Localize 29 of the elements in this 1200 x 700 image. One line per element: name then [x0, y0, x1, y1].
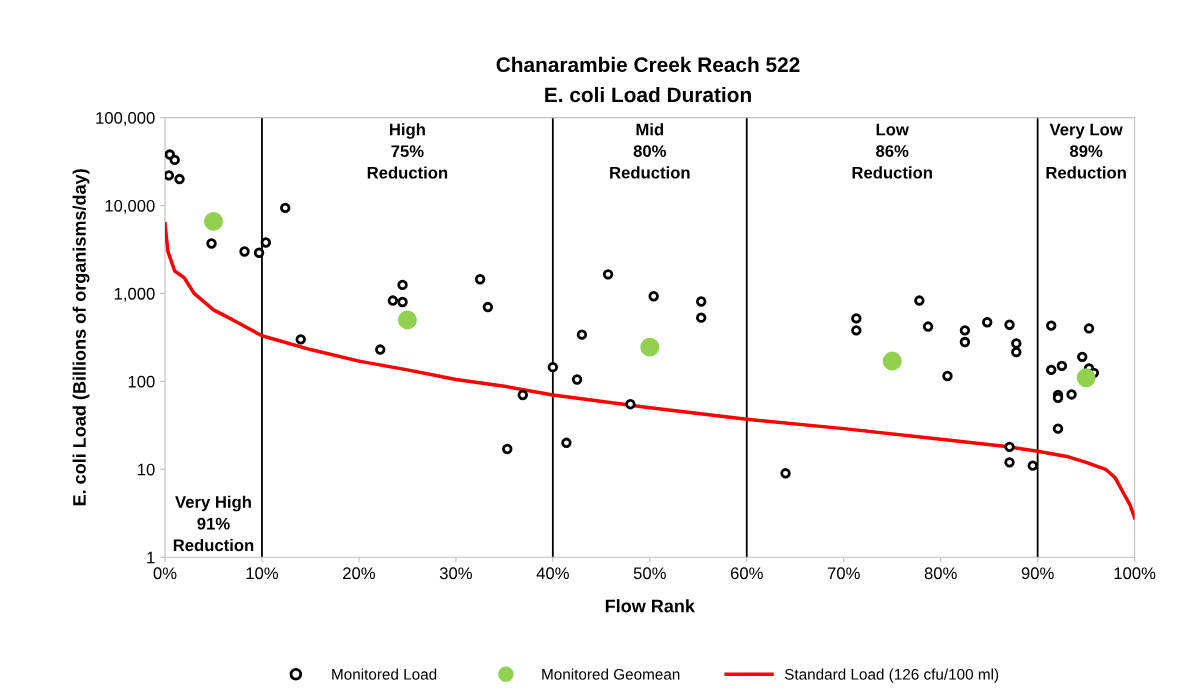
x-tick-label: 100%: [1114, 567, 1156, 580]
x-tick-label: 50%: [633, 567, 666, 580]
legend-label: Monitored Load: [332, 668, 437, 680]
y-tick-label: 1: [147, 551, 155, 564]
x-axis-title: Flow Rank: [605, 599, 695, 613]
x-tick-label: 10%: [246, 567, 279, 580]
x-tick-label: 60%: [730, 567, 763, 580]
y-axis-title: E. coli Load (Billions of organisms/day): [72, 169, 90, 506]
y-tick-label: 1,000: [114, 287, 155, 302]
annotation: High 75% Reduction: [367, 123, 448, 179]
y-tick-label: 100,000: [96, 112, 155, 126]
legend-label: Standard Load (126 cfu/100 ml): [784, 668, 999, 683]
annotation: Low 86% Reduction: [852, 123, 932, 179]
annotation: Mid 80% Reduction: [610, 123, 690, 179]
x-tick-label: 30%: [439, 567, 472, 580]
chart-title: Chanarambie Creek Reach 522: [496, 56, 800, 73]
annotation: Very Low 89% Reduction: [1046, 123, 1126, 179]
x-tick-label: 0%: [153, 567, 177, 580]
x-tick-label: 80%: [924, 567, 957, 580]
y-tick-label: 100: [128, 375, 155, 388]
chart-subtitle: E. coli Load Duration: [545, 86, 751, 103]
y-tick-label: 10,000: [105, 199, 155, 214]
x-tick-label: 40%: [536, 567, 569, 580]
annotation: Very High 91% Reduction: [173, 495, 254, 552]
x-tick-label: 70%: [827, 567, 860, 580]
x-tick-label: 90%: [1021, 567, 1054, 580]
legend-label: Monitored Geomean: [542, 668, 680, 680]
y-tick-label: 10: [138, 463, 155, 476]
x-tick-label: 20%: [343, 567, 376, 580]
